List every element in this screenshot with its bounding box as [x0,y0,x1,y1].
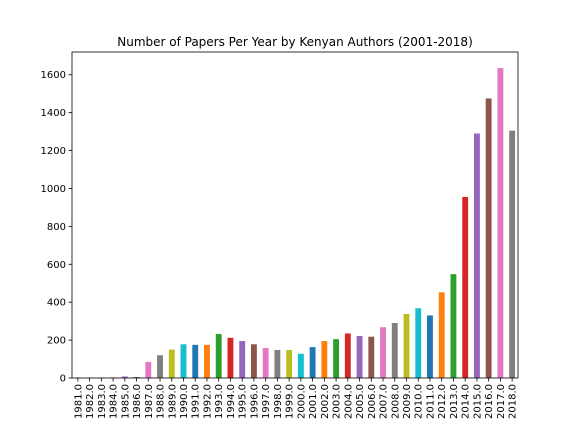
bar-2016.0 [485,98,492,379]
x-tick-label: 2007.0 [379,384,390,419]
y-tick-label: 600 [47,260,66,271]
bar-2017.0 [497,68,504,378]
x-tick-label: 1988.0 [156,384,167,419]
y-tick-label: 400 [47,298,66,309]
bar-2000.0 [297,353,304,378]
x-tick-label: 2001.0 [308,384,319,419]
x-tick-label: 1985.0 [120,384,131,419]
bars-layer [74,68,516,379]
bar-1990.0 [180,344,187,378]
bar-1993.0 [215,334,222,378]
bar-2009.0 [403,313,410,378]
bar-2006.0 [368,336,375,378]
x-tick-label: 1984.0 [109,384,120,419]
y-tick-label: 1000 [41,184,66,195]
x-tick-label: 2000.0 [296,384,307,419]
x-tick-label: 2003.0 [332,384,343,419]
x-tick-label: 2015.0 [472,384,483,419]
bar-2014.0 [462,196,469,378]
y-tick-label: 1200 [41,146,66,157]
x-tick-label: 1999.0 [285,384,296,419]
bar-1997.0 [262,348,269,378]
y-tick-label: 1600 [41,70,66,81]
x-tick-label: 1986.0 [132,384,143,419]
bar-2018.0 [509,130,516,378]
x-tick-label: 2010.0 [414,384,425,419]
x-tick-label: 1982.0 [85,384,96,419]
bar-2011.0 [427,315,433,378]
x-tick-label: 1981.0 [73,384,84,419]
bar-1991.0 [192,344,199,378]
y-tick-label: 0 [60,374,66,385]
bar-1985.0 [121,376,128,378]
bar-2015.0 [473,133,480,378]
bar-1988.0 [157,355,163,378]
bar-2012.0 [438,292,445,378]
x-tick-label: 2012.0 [437,384,448,419]
bar-1989.0 [168,349,175,378]
bar-2001.0 [309,347,316,378]
plot-frame [71,51,519,379]
x-tick-label: 1997.0 [261,384,272,419]
bar-1995.0 [239,341,246,378]
x-tick-label: 1989.0 [167,384,178,419]
bar-2002.0 [321,341,328,378]
x-tick-label: 2013.0 [449,384,460,419]
x-tick-label: 2017.0 [496,384,507,419]
x-tick-label: 1983.0 [97,384,108,419]
x-tick-label: 1994.0 [226,384,237,419]
x-tick-label: 2016.0 [484,384,495,419]
bar-2010.0 [415,308,422,378]
x-tick-label: 1995.0 [238,384,249,419]
y-tick-label: 200 [47,336,66,347]
x-tick-label: 1992.0 [202,384,213,419]
x-tick-label: 1991.0 [191,384,202,419]
y-axis: 0 200 400 600 800 1000 1200 1400 1600 [41,70,72,385]
bar-1994.0 [227,337,234,378]
x-tick-label: 1998.0 [273,384,284,419]
x-tick-label: 2014.0 [461,384,472,419]
x-axis: 1981.0 1982.0 1983.0 1984.0 1985.0 1986.0 1987… [73,378,519,419]
bar-2004.0 [344,333,351,378]
y-tick-label: 800 [47,222,66,233]
bar-2008.0 [391,323,398,378]
bar-1992.0 [204,344,210,378]
bar-2013.0 [450,274,457,378]
x-tick-label: 2011.0 [425,384,436,419]
x-tick-label: 2006.0 [367,384,378,419]
x-tick-label: 1996.0 [249,384,260,419]
x-tick-label: 2002.0 [320,384,331,419]
x-tick-label: 1987.0 [144,384,155,419]
bar-1999.0 [286,349,293,378]
bar-1987.0 [145,361,152,378]
bar-2003.0 [333,339,340,378]
bar-1998.0 [274,349,281,378]
x-tick-label: 2005.0 [355,384,366,419]
bar-2005.0 [356,335,363,378]
x-tick-label: 2018.0 [508,384,519,419]
x-tick-label: 1990.0 [179,384,190,419]
x-tick-label: 1993.0 [214,384,225,419]
chart-title: Number of Papers Per Year by Kenyan Auth… [117,35,473,49]
x-tick-label: 2009.0 [402,384,413,419]
bar-1986.0 [133,377,140,378]
x-tick-label: 2008.0 [390,384,401,419]
bar-1996.0 [250,344,257,378]
y-tick-label: 1400 [41,108,66,119]
bar-2007.0 [380,327,386,378]
x-tick-label: 2004.0 [343,384,354,419]
